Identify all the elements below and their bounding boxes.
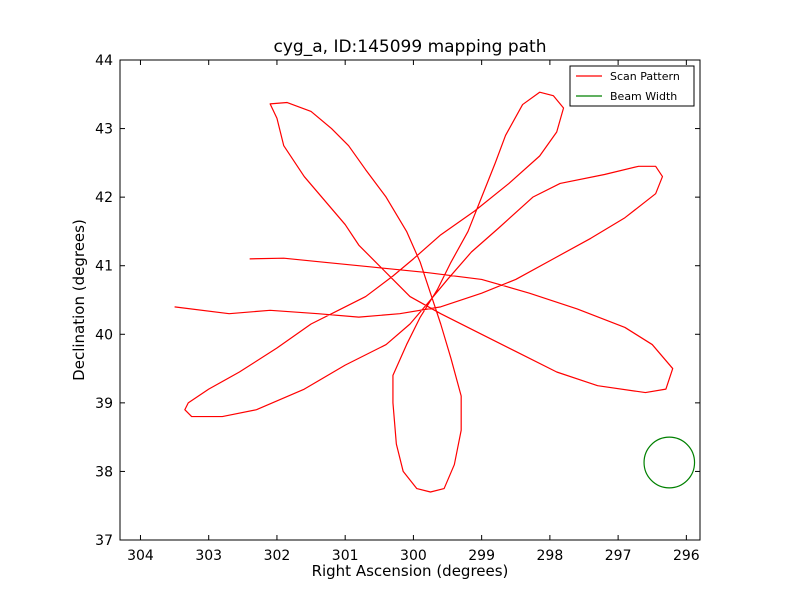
- chart-title: cyg_a, ID:145099 mapping path: [274, 37, 547, 57]
- legend-box: [569, 65, 695, 107]
- x-tick-label: 302: [264, 548, 291, 564]
- y-axis-label: Declination (degrees): [70, 219, 88, 381]
- legend-label-beam-width: Beam Width: [610, 90, 677, 103]
- x-tick-label: 298: [537, 548, 564, 564]
- legend-label-scan-pattern: Scan Pattern: [610, 70, 680, 83]
- ticks-layer: 304 303 302 301 300 299 298 297 296 37 38 39 40 41 42 4…: [95, 53, 700, 564]
- x-tick-label: 297: [605, 548, 632, 564]
- plot-frame: [119, 59, 701, 541]
- series-layer: [174, 91, 696, 493]
- y-tick-label: 44: [95, 53, 113, 69]
- y-tick-label: 38: [95, 464, 113, 480]
- beam-width-circle: [643, 436, 696, 489]
- x-tick-label: 296: [673, 548, 700, 564]
- y-tick-label: 39: [95, 396, 113, 412]
- legend: Scan Pattern Beam Width: [569, 65, 695, 107]
- y-tick-label: 37: [95, 533, 113, 549]
- scan-pattern-line: [174, 91, 674, 493]
- x-axis-label: Right Ascension (degrees): [312, 562, 509, 580]
- x-tick-label: 300: [400, 548, 427, 564]
- y-tick-label: 40: [95, 327, 113, 343]
- y-tick-label: 42: [95, 190, 113, 206]
- y-tick-label: 41: [95, 259, 113, 275]
- y-tick-label: 43: [95, 122, 113, 138]
- x-tick-label: 304: [127, 548, 154, 564]
- x-tick-label: 301: [332, 548, 359, 564]
- x-tick-label: 303: [195, 548, 222, 564]
- plot-area: 304 303 302 301 300 299 298 297 296 37 38 39 40 41 42 4…: [95, 53, 701, 564]
- x-tick-label: 299: [468, 548, 495, 564]
